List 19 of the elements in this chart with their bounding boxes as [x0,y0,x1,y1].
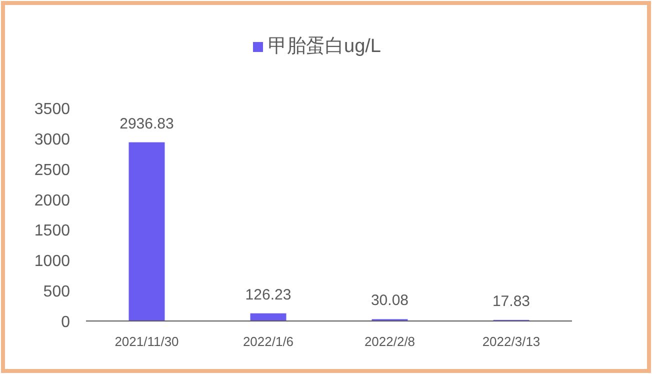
bar [128,142,165,321]
y-tick-label: 1500 [34,222,70,240]
x-tick-label: 2022/2/8 [364,334,416,349]
y-tick-label: 2000 [34,192,70,210]
data-label: 30.08 [370,292,409,310]
legend-label: 甲胎蛋白ug/L [268,36,381,57]
data-label: 17.83 [492,292,530,310]
y-tick-label: 0 [61,314,70,331]
x-tick-label: 2021/11/30 [114,334,179,349]
data-label: 2936.83 [120,115,174,132]
data-label: 126.23 [245,286,292,304]
x-tick-label: 2022/1/6 [242,334,294,349]
y-tick-label: 2500 [34,162,70,179]
bar [250,313,286,321]
y-tick-label: 500 [43,284,70,301]
y-tick-label: 3000 [34,131,70,148]
x-tick-label: 2022/3/13 [482,334,540,349]
y-tick-label: 3500 [34,101,70,118]
y-tick-label: 1000 [34,253,70,270]
